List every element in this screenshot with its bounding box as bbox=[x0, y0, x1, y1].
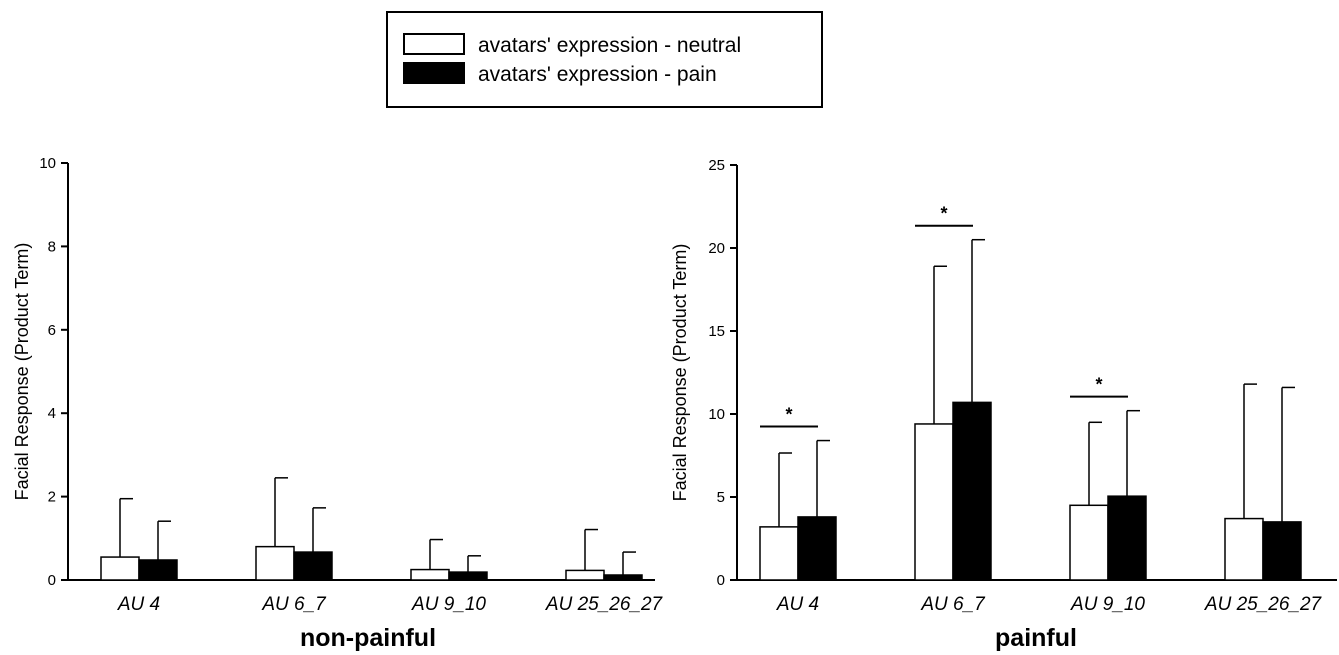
legend-label-neutral: avatars' expression - neutral bbox=[478, 34, 741, 57]
panel-title: non-painful bbox=[300, 624, 436, 652]
bar-neutral bbox=[759, 526, 799, 581]
legend-swatch-neutral bbox=[403, 33, 465, 55]
bar-pain bbox=[797, 516, 837, 581]
category-label: AU 9_10 bbox=[411, 594, 486, 615]
chart-panel-non-painful: 0 2 4 6 8 10 Facial Response (Product Term) AU … bbox=[12, 155, 664, 652]
y-tick-label: 6 bbox=[48, 322, 56, 339]
bar-neutral bbox=[100, 556, 140, 581]
bar-neutral bbox=[565, 569, 605, 581]
significance-marker: * bbox=[785, 405, 792, 425]
legend-box bbox=[386, 11, 823, 108]
legend-label-pain: avatars' expression - pain bbox=[478, 63, 717, 86]
bar-pain bbox=[1262, 521, 1302, 581]
chart-panel-painful: 0 5 10 15 20 25 Facial Response (Product Term)… bbox=[670, 157, 1337, 652]
y-tick-label: 4 bbox=[48, 405, 56, 422]
panel-title: painful bbox=[995, 624, 1077, 652]
bar-neutral bbox=[1224, 517, 1264, 581]
bar-pain bbox=[603, 574, 643, 581]
category-label: AU 6_7 bbox=[920, 594, 986, 615]
bar-neutral bbox=[1069, 504, 1109, 581]
y-tick-label: 2 bbox=[48, 489, 56, 506]
y-tick-label: 20 bbox=[708, 240, 725, 257]
bar-pain bbox=[1107, 495, 1147, 581]
y-tick-label: 25 bbox=[708, 157, 725, 174]
category-label: AU 4 bbox=[117, 594, 160, 615]
category-label: AU 6_7 bbox=[261, 594, 327, 615]
category-label: AU 25_26_27 bbox=[545, 594, 664, 615]
significance-marker: * bbox=[940, 204, 947, 224]
category-label: AU 9_10 bbox=[1070, 594, 1145, 615]
legend-swatch-pain bbox=[403, 62, 465, 84]
y-tick-label: 0 bbox=[717, 572, 725, 589]
bar-pain bbox=[293, 551, 333, 581]
bar-pain bbox=[952, 401, 992, 581]
y-tick-label: 15 bbox=[708, 323, 725, 340]
y-tick-label: 0 bbox=[48, 572, 56, 589]
legend: avatars' expression - neutral avatars' e… bbox=[386, 11, 823, 108]
bar-neutral bbox=[914, 423, 954, 581]
bar-neutral bbox=[255, 545, 295, 581]
bar-pain bbox=[448, 571, 488, 581]
significance-marker: * bbox=[1095, 375, 1102, 395]
y-tick-label: 10 bbox=[708, 406, 725, 423]
bar-pain bbox=[138, 559, 178, 581]
y-axis-title: Facial Response (Product Term) bbox=[670, 244, 690, 502]
y-tick-label: 5 bbox=[717, 489, 725, 506]
y-axis-title: Facial Response (Product Term) bbox=[12, 243, 32, 501]
category-label: AU 4 bbox=[776, 594, 819, 615]
bar-neutral bbox=[410, 568, 450, 581]
y-tick-label: 10 bbox=[39, 155, 56, 172]
y-tick-label: 8 bbox=[48, 238, 56, 255]
category-label: AU 25_26_27 bbox=[1204, 594, 1323, 615]
